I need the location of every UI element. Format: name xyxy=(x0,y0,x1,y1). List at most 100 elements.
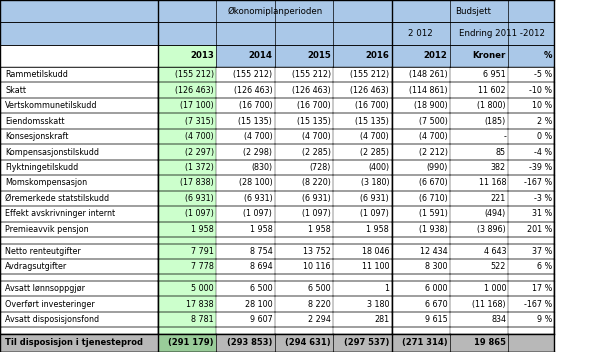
Bar xyxy=(216,237,275,244)
Bar xyxy=(158,296,216,312)
Bar xyxy=(275,191,333,206)
Text: 31 %: 31 % xyxy=(532,209,552,218)
Bar xyxy=(508,129,554,144)
Text: (16 700): (16 700) xyxy=(238,101,272,110)
Text: (1 097): (1 097) xyxy=(185,209,214,218)
Text: Premieavvik pensjon: Premieavvik pensjon xyxy=(5,225,89,234)
Bar xyxy=(450,334,508,352)
Bar xyxy=(450,244,508,259)
Bar xyxy=(508,45,554,67)
Text: 1: 1 xyxy=(384,284,389,293)
Bar xyxy=(216,296,275,312)
Text: (17 100): (17 100) xyxy=(180,101,214,110)
Bar xyxy=(450,221,508,237)
Text: Budsjett: Budsjett xyxy=(455,7,491,16)
Text: (291 179): (291 179) xyxy=(169,339,214,347)
Text: 6 500: 6 500 xyxy=(250,284,272,293)
Bar xyxy=(333,296,392,312)
Bar xyxy=(333,221,392,237)
Text: Avsatt lønnsoppgjør: Avsatt lønnsoppgjør xyxy=(5,284,85,293)
Text: (18 900): (18 900) xyxy=(414,101,448,110)
Text: (148 261): (148 261) xyxy=(409,70,448,79)
Bar xyxy=(275,67,333,82)
Bar xyxy=(508,259,554,275)
Text: 7 778: 7 778 xyxy=(191,262,214,271)
Text: (15 135): (15 135) xyxy=(297,117,331,126)
Bar xyxy=(333,244,392,259)
Bar xyxy=(0,67,158,82)
Text: (4 700): (4 700) xyxy=(361,132,389,141)
Text: (126 463): (126 463) xyxy=(292,86,331,95)
Bar xyxy=(508,244,554,259)
Text: 6 670: 6 670 xyxy=(425,300,448,309)
Bar xyxy=(450,175,508,191)
Bar xyxy=(275,129,333,144)
Bar xyxy=(158,191,216,206)
Bar xyxy=(450,82,508,98)
Text: (15 135): (15 135) xyxy=(355,117,389,126)
Text: 1 000: 1 000 xyxy=(483,284,506,293)
Bar xyxy=(392,191,450,206)
Bar xyxy=(0,275,158,281)
Text: (2 298): (2 298) xyxy=(243,147,272,157)
Bar xyxy=(158,0,392,22)
Bar xyxy=(392,259,450,275)
Text: Skatt: Skatt xyxy=(5,86,26,95)
Bar xyxy=(158,82,216,98)
Bar xyxy=(508,334,554,352)
Bar xyxy=(333,334,392,352)
Bar xyxy=(392,281,450,296)
Text: 522: 522 xyxy=(491,262,506,271)
Bar xyxy=(450,98,508,113)
Text: (126 463): (126 463) xyxy=(175,86,214,95)
Bar xyxy=(216,98,275,113)
Text: (4 700): (4 700) xyxy=(419,132,448,141)
Text: (7 500): (7 500) xyxy=(419,117,448,126)
Bar xyxy=(158,327,216,334)
Bar xyxy=(333,237,392,244)
Bar xyxy=(0,144,158,160)
Text: (728): (728) xyxy=(309,163,331,172)
Text: 11 100: 11 100 xyxy=(362,262,389,271)
Bar xyxy=(508,296,554,312)
Bar xyxy=(333,175,392,191)
Text: Konsesjonskraft: Konsesjonskraft xyxy=(5,132,69,141)
Text: (114 861): (114 861) xyxy=(409,86,448,95)
Text: (6 710): (6 710) xyxy=(419,194,448,203)
Bar xyxy=(392,296,450,312)
Text: -4 %: -4 % xyxy=(534,147,552,157)
Text: 11 168: 11 168 xyxy=(479,178,506,187)
Text: 8 781: 8 781 xyxy=(191,315,214,324)
Text: (8 220): (8 220) xyxy=(302,178,331,187)
Bar xyxy=(508,160,554,175)
Text: 281: 281 xyxy=(374,315,389,324)
Text: -5 %: -5 % xyxy=(533,70,552,79)
Bar xyxy=(0,45,158,67)
Bar xyxy=(392,82,450,98)
Text: Vertskommunetilskudd: Vertskommunetilskudd xyxy=(5,101,98,110)
Text: (185): (185) xyxy=(485,117,506,126)
Bar xyxy=(508,191,554,206)
Bar xyxy=(0,221,158,237)
Text: (294 631): (294 631) xyxy=(285,339,331,347)
Bar xyxy=(392,113,450,129)
Bar xyxy=(508,275,554,281)
Text: 18 046: 18 046 xyxy=(362,247,389,256)
Bar xyxy=(158,144,216,160)
Bar xyxy=(508,175,554,191)
Text: (1 372): (1 372) xyxy=(185,163,214,172)
Text: 2 %: 2 % xyxy=(536,117,552,126)
Text: Rammetilskudd: Rammetilskudd xyxy=(5,70,68,79)
Bar xyxy=(216,113,275,129)
Text: (1 591): (1 591) xyxy=(419,209,448,218)
Text: Kompensasjonstilskudd: Kompensasjonstilskudd xyxy=(5,147,100,157)
Bar xyxy=(0,82,158,98)
Bar xyxy=(392,244,450,259)
Text: (1 097): (1 097) xyxy=(302,209,331,218)
Bar xyxy=(216,67,275,82)
Text: 8 300: 8 300 xyxy=(425,262,448,271)
Bar xyxy=(508,98,554,113)
Bar xyxy=(158,67,216,82)
Bar xyxy=(450,237,508,244)
Bar xyxy=(158,45,216,67)
